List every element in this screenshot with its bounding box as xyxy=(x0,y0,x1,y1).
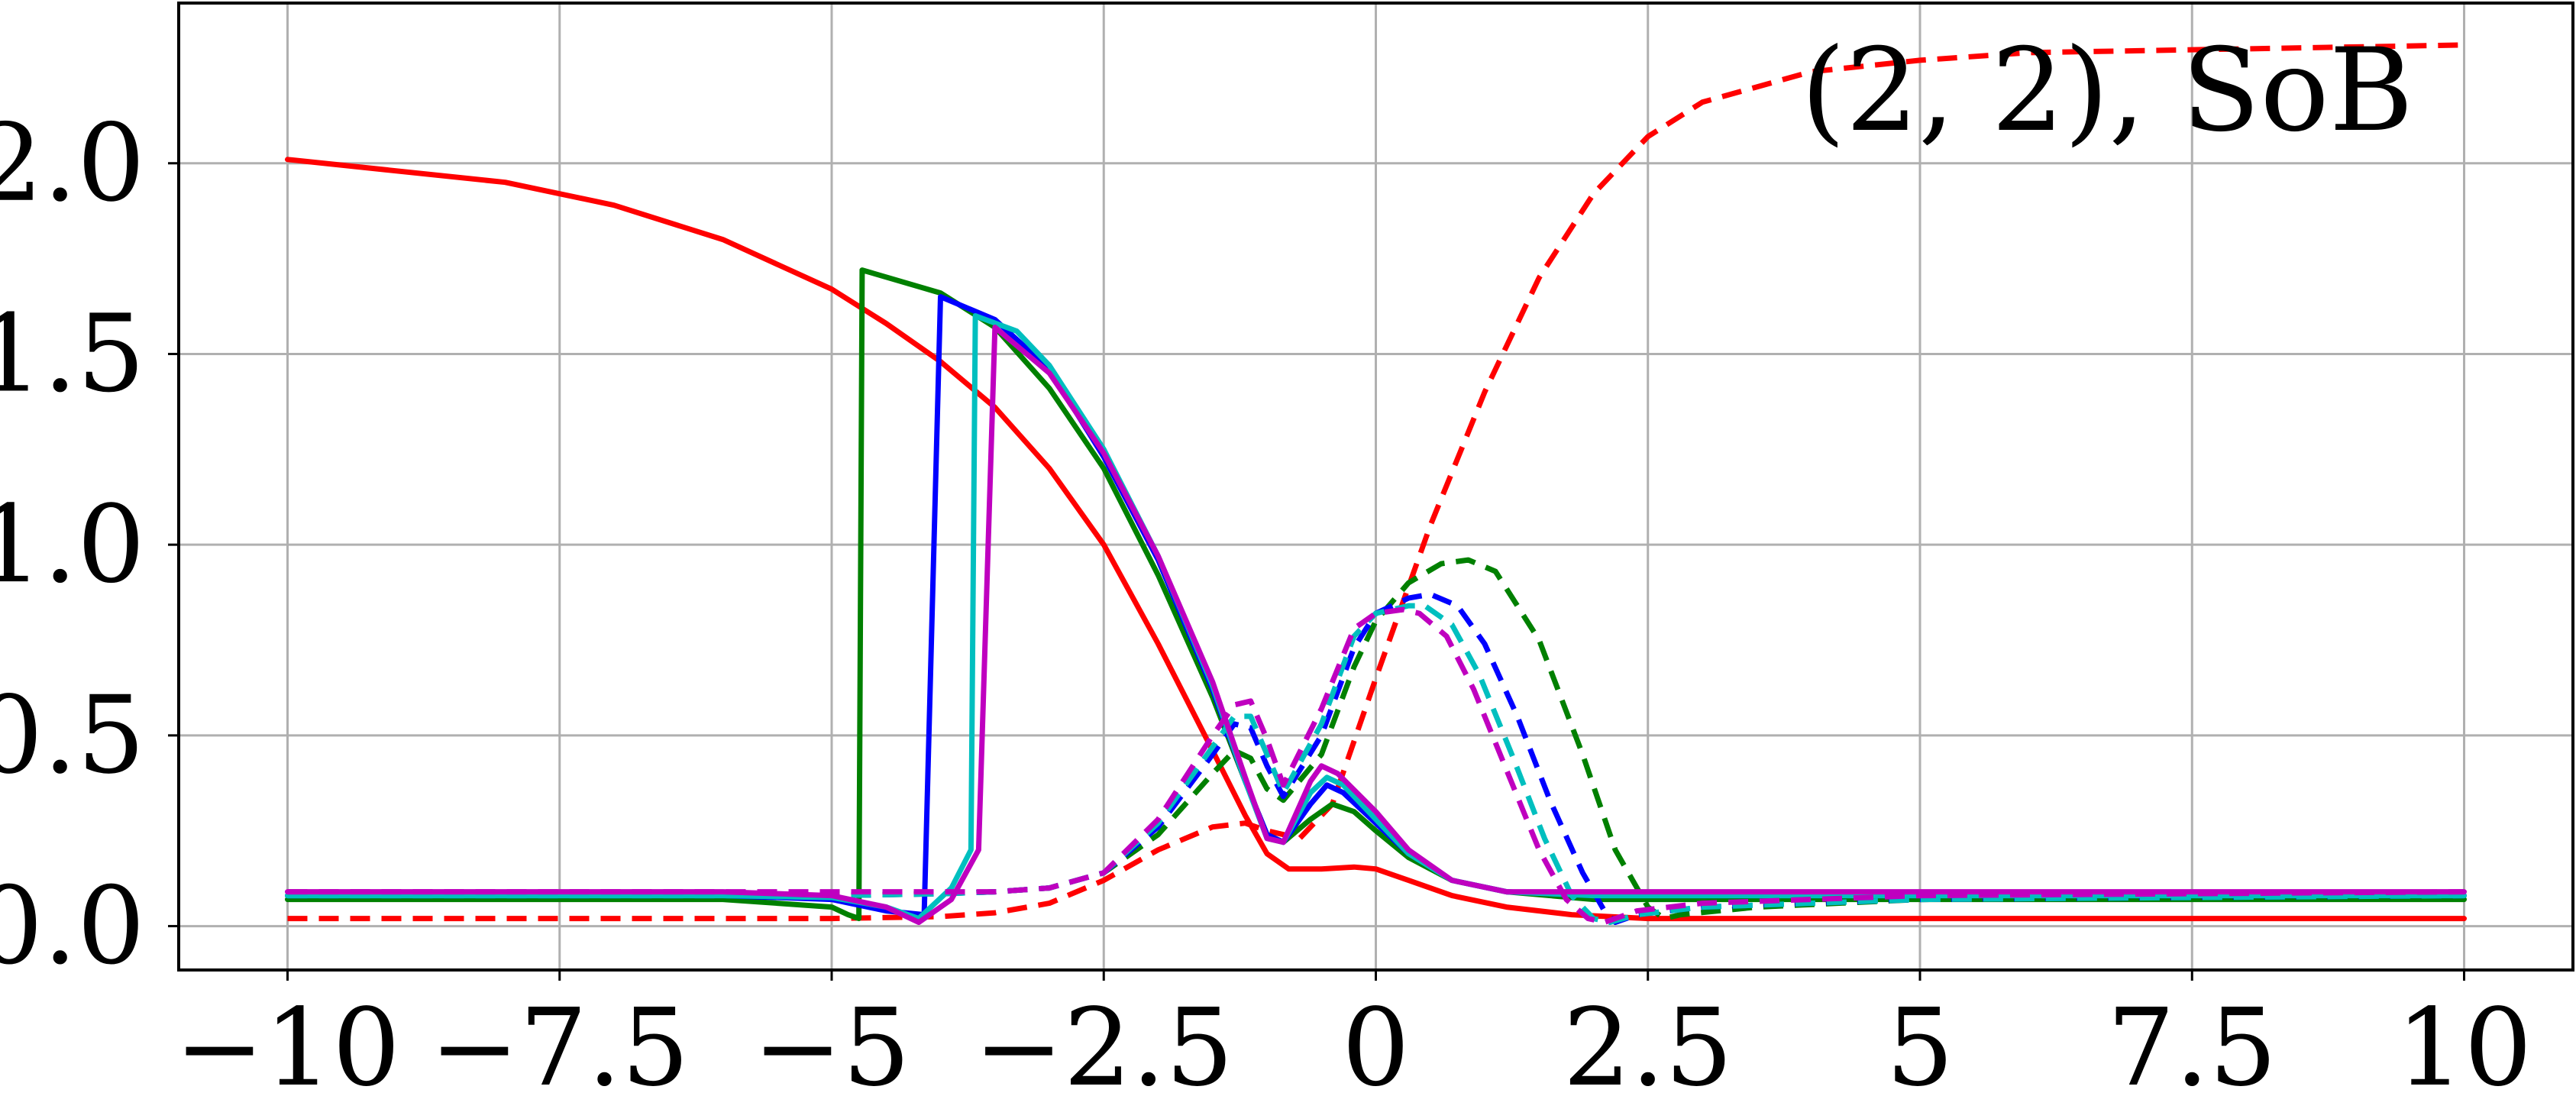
series-line-0 xyxy=(285,157,2467,922)
series-line-9 xyxy=(287,606,2464,926)
y-tick-label: 0.0 xyxy=(0,865,145,989)
series-group xyxy=(285,42,2467,926)
x-tick-label: −2.5 xyxy=(974,986,1233,1109)
x-tick-label: −10 xyxy=(175,986,400,1109)
x-tick-label: −5 xyxy=(753,986,910,1109)
x-tick-label: 10 xyxy=(2396,986,2532,1109)
y-tick-label: 1.0 xyxy=(0,483,145,607)
y-tick-label: 0.5 xyxy=(0,674,145,798)
x-tick-label: 7.5 xyxy=(2107,986,2277,1109)
y-axis: 0.0 0.5 1.0 1.5 2.0 xyxy=(0,102,179,989)
chart-annotation: (2, 2), SoB xyxy=(1801,24,2413,157)
x-tick-label: 5 xyxy=(1886,986,1954,1109)
y-tick-label: 2.0 xyxy=(0,102,145,226)
x-tick-label: −7.5 xyxy=(430,986,690,1109)
x-tick-label: 2.5 xyxy=(1563,986,1733,1109)
y-tick-label: 1.5 xyxy=(0,292,145,416)
x-tick-label: 0 xyxy=(1342,986,1410,1109)
x-axis: −10 −7.5 −5 −2.5 0 2.5 5 7.5 10 xyxy=(175,970,2532,1109)
series-line-8 xyxy=(285,325,2467,926)
grid-lines xyxy=(179,3,2573,970)
